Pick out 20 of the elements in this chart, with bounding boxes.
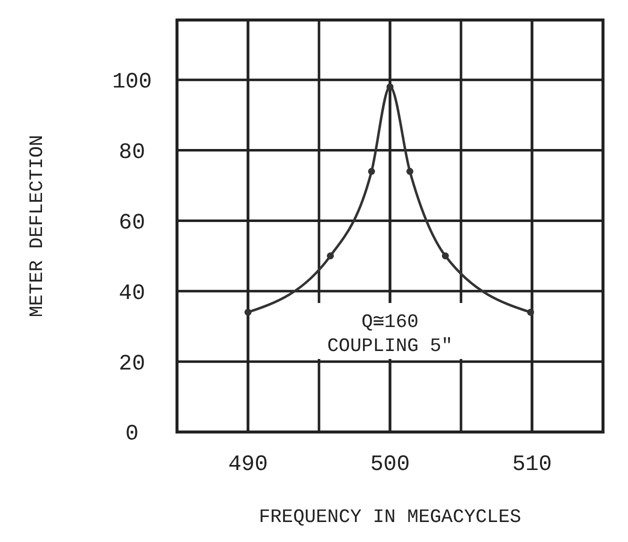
x-axis-title: FREQUENCY IN MEGACYCLES [258,506,522,528]
point [386,83,394,90]
point [244,308,252,316]
y-tick-label: 40 [118,280,146,306]
x-tick-label: 490 [228,452,268,477]
x-tick-label: 500 [370,452,410,477]
y-tick-label: 60 [118,210,146,236]
y-tick-label: 0 [125,422,139,447]
point [442,252,449,260]
point [326,252,334,260]
annotation: Q≅160 [361,311,419,333]
point [406,168,414,175]
point [368,168,376,175]
annotation: COUPLING 5" [327,335,453,357]
point [527,308,534,316]
x-tick-label: 510 [512,452,552,477]
y-tick-label: 100 [112,70,152,95]
y-tick-label: 80 [118,140,146,165]
y-tick-label: 20 [118,351,146,376]
y-axis-title: METER DEFLECTION [26,134,48,318]
